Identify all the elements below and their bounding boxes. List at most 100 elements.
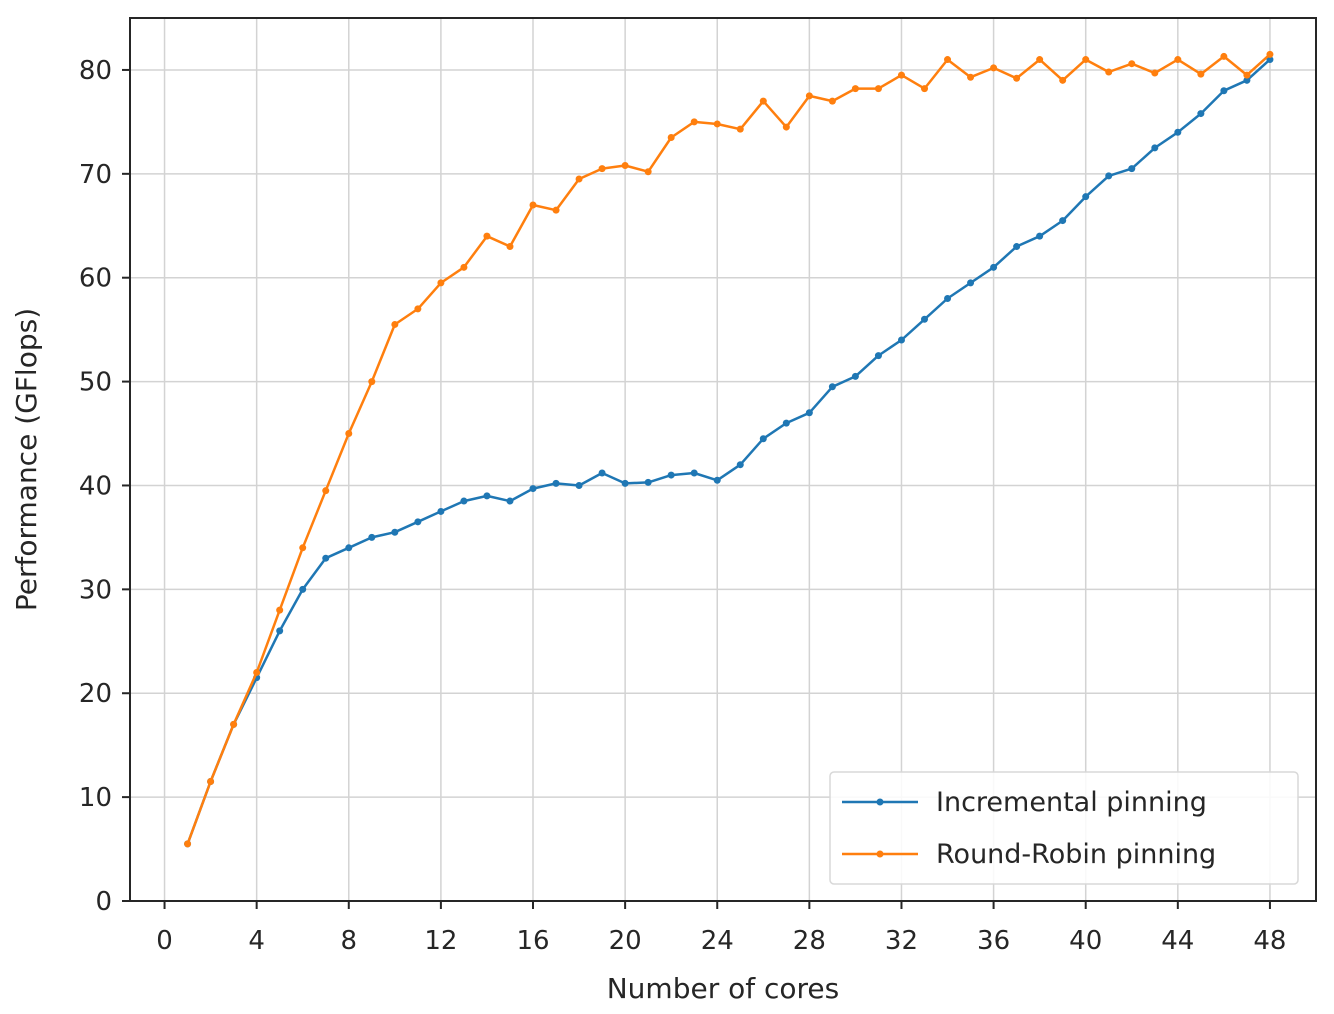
data-point: [851, 372, 859, 380]
data-point: [782, 419, 790, 427]
data-point: [1220, 87, 1228, 95]
data-point: [1059, 76, 1067, 84]
data-point: [644, 168, 652, 176]
data-point: [483, 492, 491, 500]
x-tick-label: 48: [1253, 926, 1286, 956]
plot-frame: [129, 17, 1317, 902]
data-point: [1243, 71, 1251, 79]
data-point: [1151, 144, 1159, 152]
data-point: [644, 478, 652, 486]
data-point: [921, 85, 929, 93]
data-point: [1013, 243, 1021, 251]
x-tick-label: 44: [1161, 926, 1194, 956]
data-point: [782, 123, 790, 131]
data-point: [1128, 165, 1136, 173]
data-point: [1266, 50, 1274, 58]
data-point: [1197, 110, 1205, 118]
data-point: [1197, 70, 1205, 78]
series-incremental: [184, 56, 1274, 848]
data-point: [437, 279, 445, 287]
data-point: [552, 479, 560, 487]
data-point: [391, 320, 399, 328]
data-point: [921, 315, 929, 323]
data-point: [1036, 56, 1044, 64]
data-point: [253, 668, 261, 676]
data-point: [713, 120, 721, 128]
legend-entry-round-robin: Round-Robin pinning: [842, 839, 1216, 870]
legend-label-incremental: Incremental pinning: [936, 787, 1207, 818]
data-point: [851, 85, 859, 93]
x-tick-label: 20: [609, 926, 642, 956]
legend-entry-incremental: Incremental pinning: [842, 787, 1207, 818]
data-point: [621, 162, 629, 170]
data-point: [575, 175, 583, 183]
y-tick-label: 60: [79, 264, 112, 294]
data-point: [299, 544, 307, 552]
data-point: [1013, 74, 1021, 82]
grid-lines: [130, 18, 1316, 902]
x-tick-label: 0: [156, 926, 173, 956]
data-point: [230, 720, 238, 728]
data-point: [1082, 193, 1090, 201]
data-point: [897, 71, 905, 79]
y-tick-label: 0: [95, 887, 112, 917]
data-point: [874, 352, 882, 360]
data-point: [1174, 56, 1182, 64]
data-point: [276, 627, 284, 635]
data-point: [414, 305, 422, 313]
data-point: [1243, 76, 1251, 84]
data-point: [322, 554, 330, 562]
data-point: [460, 497, 468, 505]
y-axis-label: Performance (GFlops): [10, 308, 43, 611]
data-point: [944, 294, 952, 302]
data-point: [1128, 60, 1136, 68]
data-point: [414, 518, 422, 526]
x-tick-label: 28: [793, 926, 826, 956]
x-tick-label: 32: [885, 926, 918, 956]
data-point: [483, 232, 491, 240]
legend-box: [829, 771, 1299, 885]
data-point: [667, 471, 675, 479]
data-point: [990, 263, 998, 271]
data-point: [1105, 172, 1113, 180]
data-point: [690, 118, 698, 126]
y-tick-label: 70: [79, 160, 112, 190]
y-tick-label: 20: [79, 679, 112, 709]
legend-marker-round-robin: [876, 850, 884, 858]
data-point: [207, 778, 215, 786]
data-point: [967, 73, 975, 81]
data-point: [667, 133, 675, 141]
data-point: [805, 92, 813, 100]
data-point: [598, 165, 606, 173]
legend-label-round-robin: Round-Robin pinning: [936, 839, 1216, 870]
data-point: [529, 201, 537, 209]
data-point: [897, 336, 905, 344]
data-point: [391, 528, 399, 536]
data-point: [322, 487, 330, 495]
data-point: [575, 481, 583, 489]
x-axis-label: Number of cores: [607, 972, 840, 1005]
data-point: [299, 585, 307, 593]
data-point: [874, 85, 882, 93]
data-point: [1151, 69, 1159, 77]
y-tick-label: 40: [79, 471, 112, 501]
y-tick-label: 30: [79, 575, 112, 605]
data-point: [759, 97, 767, 105]
data-point: [621, 479, 629, 487]
data-point: [437, 507, 445, 515]
data-point: [1266, 56, 1274, 64]
series-line: [186, 58, 1271, 845]
y-tick-label: 10: [79, 783, 112, 813]
x-tick-label: 4: [248, 926, 265, 956]
x-tick-label: 36: [977, 926, 1010, 956]
data-point: [1082, 56, 1090, 64]
data-point: [552, 206, 560, 214]
data-point: [529, 485, 537, 493]
data-point: [736, 125, 744, 133]
legend-marker-incremental: [876, 798, 884, 806]
data-point: [736, 461, 744, 469]
data-point: [967, 279, 975, 287]
data-point: [368, 378, 376, 386]
data-point: [598, 469, 606, 477]
